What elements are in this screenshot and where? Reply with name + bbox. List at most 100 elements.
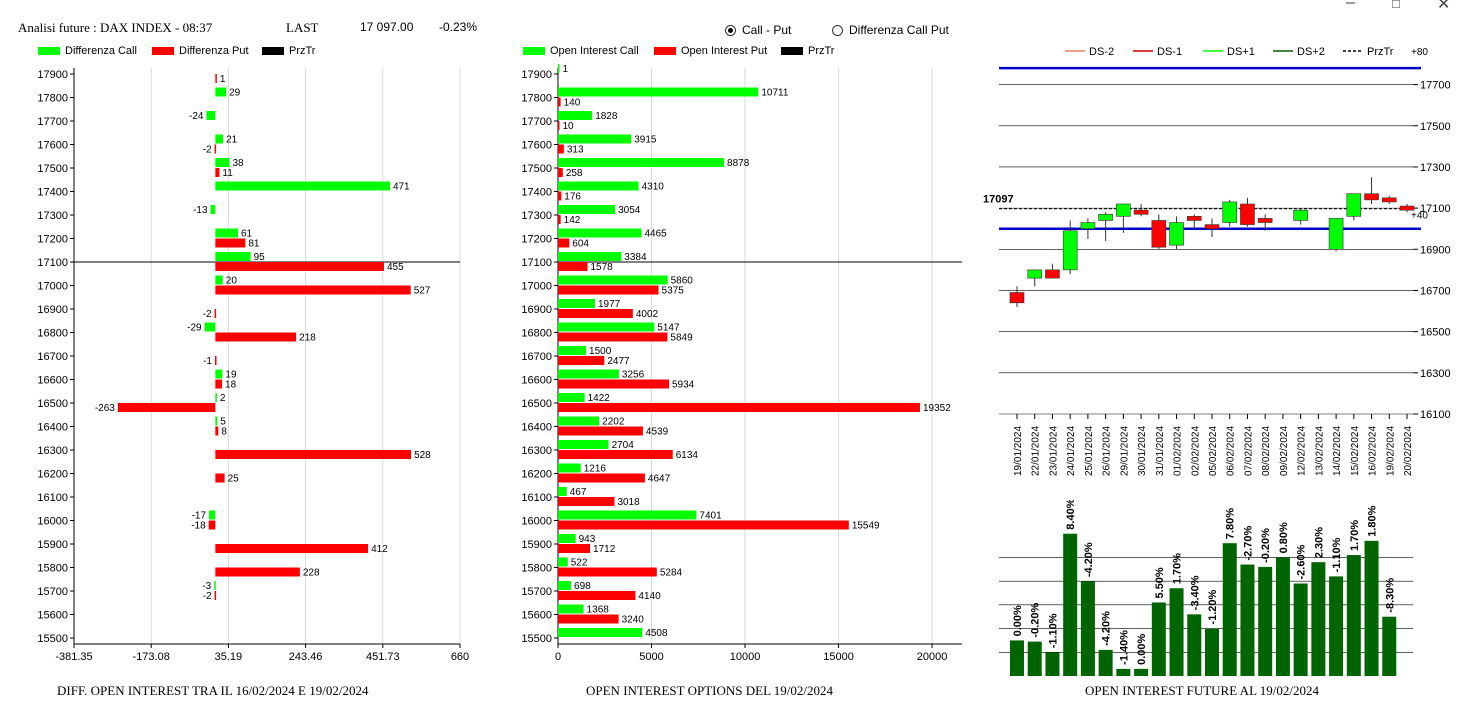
data-label-put: 1 bbox=[220, 74, 226, 85]
data-label-put: 15549 bbox=[852, 521, 880, 532]
bar-put bbox=[558, 262, 588, 271]
data-label-put: 3240 bbox=[622, 615, 645, 626]
bar-future-oi bbox=[1063, 533, 1078, 676]
y-tick-label: 17800 bbox=[37, 93, 68, 105]
y-tick-label: 16300 bbox=[37, 445, 68, 457]
bar-call bbox=[215, 158, 230, 167]
candle-body bbox=[1169, 222, 1184, 246]
x-tick-label: 05/02/2024 bbox=[1208, 426, 1219, 476]
y-tick-label: 15600 bbox=[521, 610, 552, 622]
bar-put bbox=[558, 520, 849, 530]
radio-call-put-label: Call - Put bbox=[742, 23, 792, 37]
data-label-put: 142 bbox=[564, 215, 581, 226]
data-label: -1.10% bbox=[1047, 613, 1059, 648]
close-icon[interactable]: ✕ bbox=[1437, 0, 1451, 13]
bar-call bbox=[558, 111, 593, 120]
y-tick-label: 17700 bbox=[1420, 80, 1451, 92]
y-tick-label: 17000 bbox=[521, 281, 552, 293]
oi-options-chart: 0 5000 10000 15000 20000 17900 1 17800 10711 140 1… bbox=[521, 64, 962, 663]
candle-body bbox=[1240, 203, 1255, 225]
radio-differenza-label: Differenza Call Put bbox=[849, 23, 949, 37]
data-label-call: 38 bbox=[232, 158, 244, 169]
data-label-put: 81 bbox=[248, 239, 260, 250]
minimize-icon[interactable]: – bbox=[1346, 0, 1355, 11]
data-label-call: -13 bbox=[193, 205, 208, 216]
y-tick-label: 16600 bbox=[521, 375, 552, 387]
bar-call bbox=[558, 322, 655, 332]
bar-put bbox=[558, 356, 605, 365]
legend-label: DS-2 bbox=[1089, 46, 1114, 58]
y-tick-label: 16100 bbox=[1420, 409, 1451, 421]
data-label: -1.20% bbox=[1207, 589, 1219, 624]
data-label: 2.30% bbox=[1313, 527, 1325, 558]
y-tick-label: 15600 bbox=[37, 610, 68, 622]
bar-call bbox=[558, 134, 632, 144]
x-tick-label: 5000 bbox=[639, 651, 663, 663]
candle-body bbox=[1364, 193, 1379, 201]
data-label-put: 4002 bbox=[636, 309, 659, 320]
bar-put bbox=[215, 285, 411, 295]
data-label-call: 1422 bbox=[588, 393, 611, 404]
data-label-call: 1 bbox=[563, 64, 569, 75]
radio-differenza[interactable]: Differenza Call Put bbox=[832, 23, 949, 37]
data-label-put: 4647 bbox=[648, 474, 671, 485]
data-label: -1.40% bbox=[1118, 630, 1130, 665]
maximize-icon[interactable]: □ bbox=[1392, 0, 1400, 11]
data-label-put: 176 bbox=[564, 192, 581, 203]
data-label-put: 5284 bbox=[660, 568, 683, 579]
bar-future-oi bbox=[1045, 652, 1060, 676]
page-title: Analisi future : DAX INDEX - 08:37 bbox=[18, 20, 213, 35]
bar-put bbox=[215, 168, 220, 177]
x-tick-label: -381.35 bbox=[55, 651, 92, 663]
bar-put bbox=[558, 97, 561, 107]
radio-call-put[interactable]: Call - Put bbox=[725, 23, 791, 37]
data-label-put: 6134 bbox=[676, 450, 699, 461]
x-tick-label: 22/01/2024 bbox=[1031, 426, 1042, 476]
change-value: -0.23% bbox=[439, 20, 478, 34]
bar-put bbox=[215, 262, 385, 271]
data-label-put: 5934 bbox=[672, 380, 695, 391]
data-label-call: 3915 bbox=[634, 135, 657, 146]
y-tick-label: 16800 bbox=[37, 328, 68, 340]
bar-call bbox=[215, 275, 223, 285]
candle-body bbox=[1204, 224, 1220, 230]
bar-put bbox=[558, 121, 560, 130]
data-label-put: -2 bbox=[203, 309, 212, 320]
data-label-put: 228 bbox=[303, 568, 320, 579]
bar-future-oi bbox=[1275, 557, 1290, 676]
bar-put bbox=[558, 403, 920, 412]
candle-body bbox=[1399, 205, 1415, 211]
data-label-put: 3018 bbox=[617, 497, 640, 508]
data-label-put: -1 bbox=[203, 356, 212, 367]
bar-put bbox=[558, 450, 673, 459]
data-label-put: 604 bbox=[572, 239, 589, 250]
bar-call bbox=[558, 440, 609, 449]
data-label-call: 10711 bbox=[761, 88, 789, 99]
bar-call bbox=[206, 111, 216, 120]
bar-call bbox=[558, 628, 643, 637]
bar-put bbox=[215, 426, 219, 436]
y-tick-label: 16000 bbox=[521, 516, 552, 528]
y-tick-label: 16000 bbox=[37, 516, 68, 528]
y-tick-label: 15800 bbox=[521, 563, 552, 575]
y-tick-label: 17400 bbox=[521, 187, 552, 199]
data-label-put: 140 bbox=[564, 98, 581, 109]
bar-future-oi bbox=[1134, 668, 1149, 676]
bar-put bbox=[558, 309, 633, 318]
bar-call bbox=[558, 252, 622, 261]
data-label: -2.60% bbox=[1296, 544, 1308, 579]
data-label-put: 412 bbox=[371, 544, 388, 555]
y-tick-label: 16300 bbox=[1420, 368, 1451, 380]
data-label-call: 467 bbox=[570, 487, 587, 498]
caption-diff: DIFF. OPEN INTEREST TRA IL 16/02/2024 E … bbox=[57, 683, 369, 698]
bar-call bbox=[214, 581, 216, 590]
data-label-call: 1500 bbox=[589, 346, 612, 357]
legend-label: DS+1 bbox=[1227, 46, 1255, 58]
bar-put bbox=[558, 497, 615, 506]
data-label-call: 1977 bbox=[598, 299, 621, 310]
x-tick-label: 31/01/2024 bbox=[1155, 426, 1166, 476]
candle-body bbox=[1098, 213, 1113, 221]
bar-put bbox=[215, 450, 412, 459]
y-tick-label: 16900 bbox=[37, 304, 68, 316]
y-tick-label: 16500 bbox=[37, 398, 68, 410]
